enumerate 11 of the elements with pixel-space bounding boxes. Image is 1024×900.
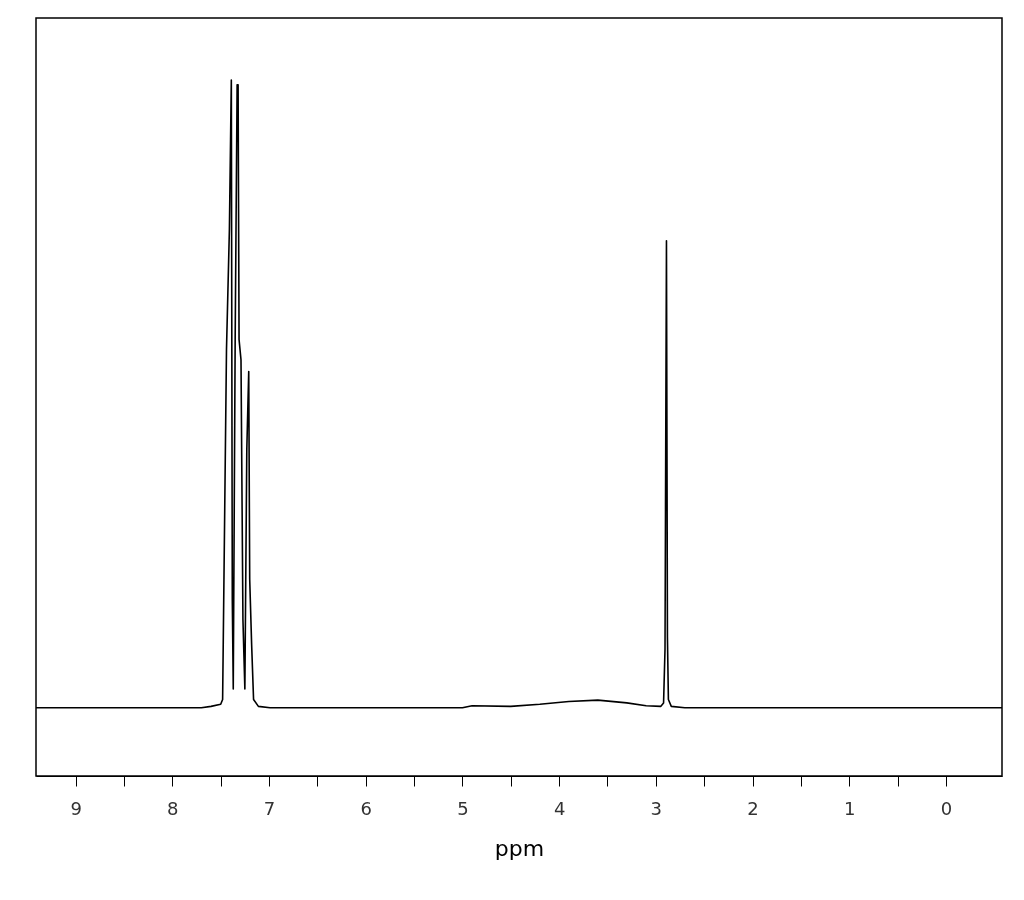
x-tick-label: 2 <box>747 797 759 819</box>
x-tick-label: 7 <box>263 797 276 819</box>
x-tick-label: 0 <box>940 797 953 819</box>
x-tick-label: 8 <box>167 797 179 819</box>
x-tick-label: 9 <box>70 797 82 819</box>
x-tick-label: 6 <box>360 797 372 819</box>
x-axis-title: ppm <box>494 835 545 861</box>
x-tick-label: 3 <box>650 797 663 819</box>
x-tick-label: 1 <box>843 797 856 819</box>
x-tick-label: 4 <box>553 797 566 819</box>
x-tick-label: 5 <box>457 797 469 819</box>
